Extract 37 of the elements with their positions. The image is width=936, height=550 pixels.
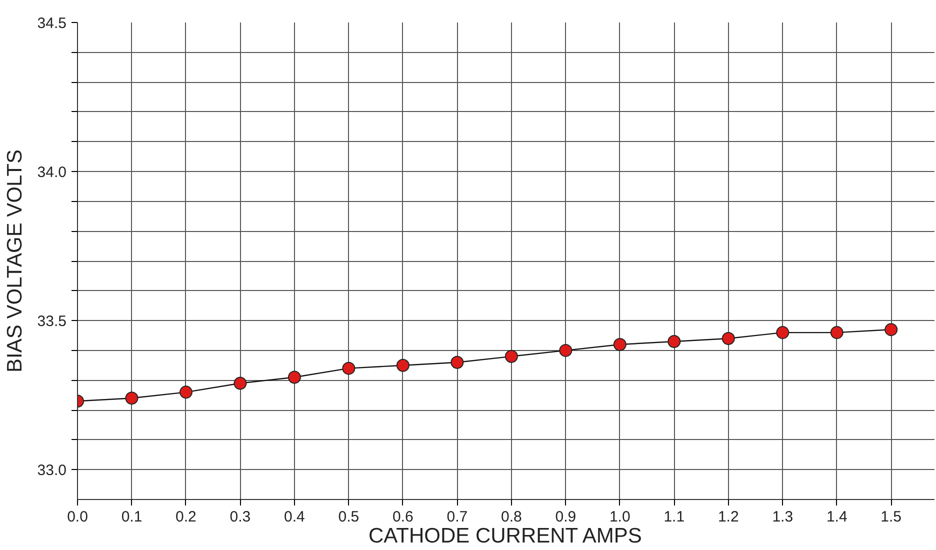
point <box>884 323 898 336</box>
point <box>234 376 247 390</box>
point <box>125 392 138 405</box>
x-axis-title: CATHODE CURRENT AMPS <box>368 524 642 548</box>
x-tick-label: 1.2 <box>718 508 739 526</box>
point <box>559 344 572 357</box>
x-tick-label: 1.4 <box>826 508 848 526</box>
y-tick-label: 33.0 <box>37 462 67 480</box>
point <box>613 338 626 351</box>
x-tick-label: 1.0 <box>609 508 630 526</box>
point <box>450 356 464 369</box>
x-tick-label: 0.4 <box>284 508 305 526</box>
x-tick-label: 1.3 <box>772 508 794 526</box>
point <box>396 358 410 372</box>
point <box>722 332 735 345</box>
x-tick-label: 0.7 <box>446 508 468 526</box>
x-tick-label: 0.5 <box>338 508 360 526</box>
x-tick-label: 0.2 <box>176 508 196 526</box>
x-tick-label: 1.5 <box>880 508 902 526</box>
point <box>179 386 192 399</box>
y-axis-title: BIAS VOLTAGE VOLTS <box>3 150 26 372</box>
point <box>668 335 681 348</box>
x-tick-label: 0.8 <box>501 508 522 526</box>
x-tick-label: 0.9 <box>555 508 576 526</box>
x-tick-label: 0.0 <box>67 508 88 526</box>
y-tick-label: 34.0 <box>37 164 67 182</box>
x-tick-label: 0.1 <box>121 508 142 526</box>
y-tick-label: 34.5 <box>37 15 67 32</box>
y-tick-label: 33.5 <box>37 313 67 330</box>
x-tick-label: 1.1 <box>664 508 685 526</box>
x-tick-label: 0.3 <box>230 508 251 526</box>
point <box>288 370 301 384</box>
x-tick-label: 0.6 <box>392 508 414 526</box>
point <box>776 326 790 340</box>
point <box>830 326 844 340</box>
point <box>504 350 518 363</box>
point <box>342 362 356 375</box>
